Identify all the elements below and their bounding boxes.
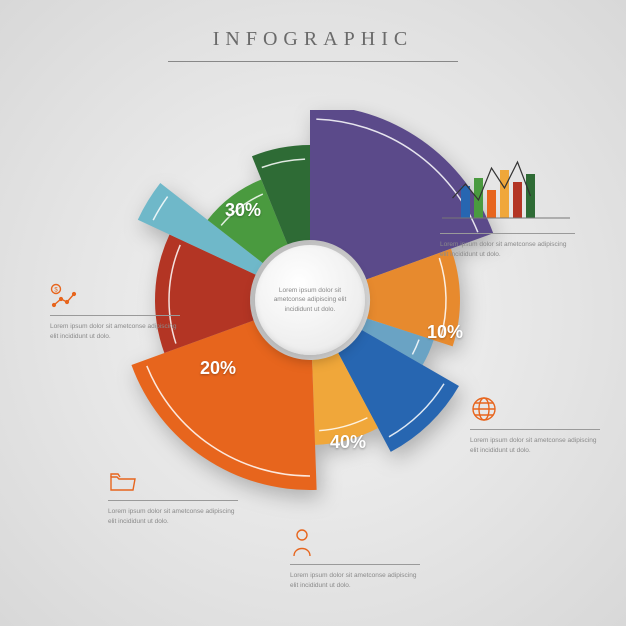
callout-rule: [108, 500, 238, 501]
callout-globe: Lorem ipsum dolor sit ametconse adipisci…: [470, 395, 600, 456]
callout-person: Lorem ipsum dolor sit ametconse adipisci…: [290, 528, 420, 591]
mini-chart-text: Lorem ipsum dolor sit ametconse adipisci…: [440, 240, 575, 260]
globe-icon: [470, 395, 600, 423]
pct-label: 30%: [225, 200, 261, 221]
callout-text: Lorem ipsum dolor sit ametconse adipisci…: [50, 322, 180, 342]
mini-chart-svg: [440, 160, 575, 222]
pct-label: 20%: [200, 358, 236, 379]
mini-chart-rule: [440, 233, 575, 234]
callout-text: Lorem ipsum dolor sit ametconse adipisci…: [470, 436, 600, 456]
person-icon: [290, 528, 420, 558]
folder-icon: [108, 470, 238, 494]
pct-label: 10%: [427, 322, 463, 343]
dollar-chart-icon: $: [50, 283, 180, 309]
callout-rule: [50, 315, 180, 316]
callout-dollar: $ Lorem ipsum dolor sit ametconse adipis…: [50, 283, 180, 342]
callout-folder: Lorem ipsum dolor sit ametconse adipisci…: [108, 470, 238, 527]
callout-text: Lorem ipsum dolor sit ametconse adipisci…: [290, 571, 420, 591]
stage: Lorem ipsum dolor sit ametconse adipisci…: [0, 0, 626, 626]
callout-rule: [470, 429, 600, 430]
pct-label: 40%: [330, 432, 366, 453]
pie-hub: Lorem ipsum dolor sit ametconse adipisci…: [255, 245, 365, 355]
callout-rule: [290, 564, 420, 565]
hub-text: Lorem ipsum dolor sit ametconse adipisci…: [269, 286, 351, 313]
mini-chart: Lorem ipsum dolor sit ametconse adipisci…: [440, 160, 575, 260]
callout-text: Lorem ipsum dolor sit ametconse adipisci…: [108, 507, 238, 527]
